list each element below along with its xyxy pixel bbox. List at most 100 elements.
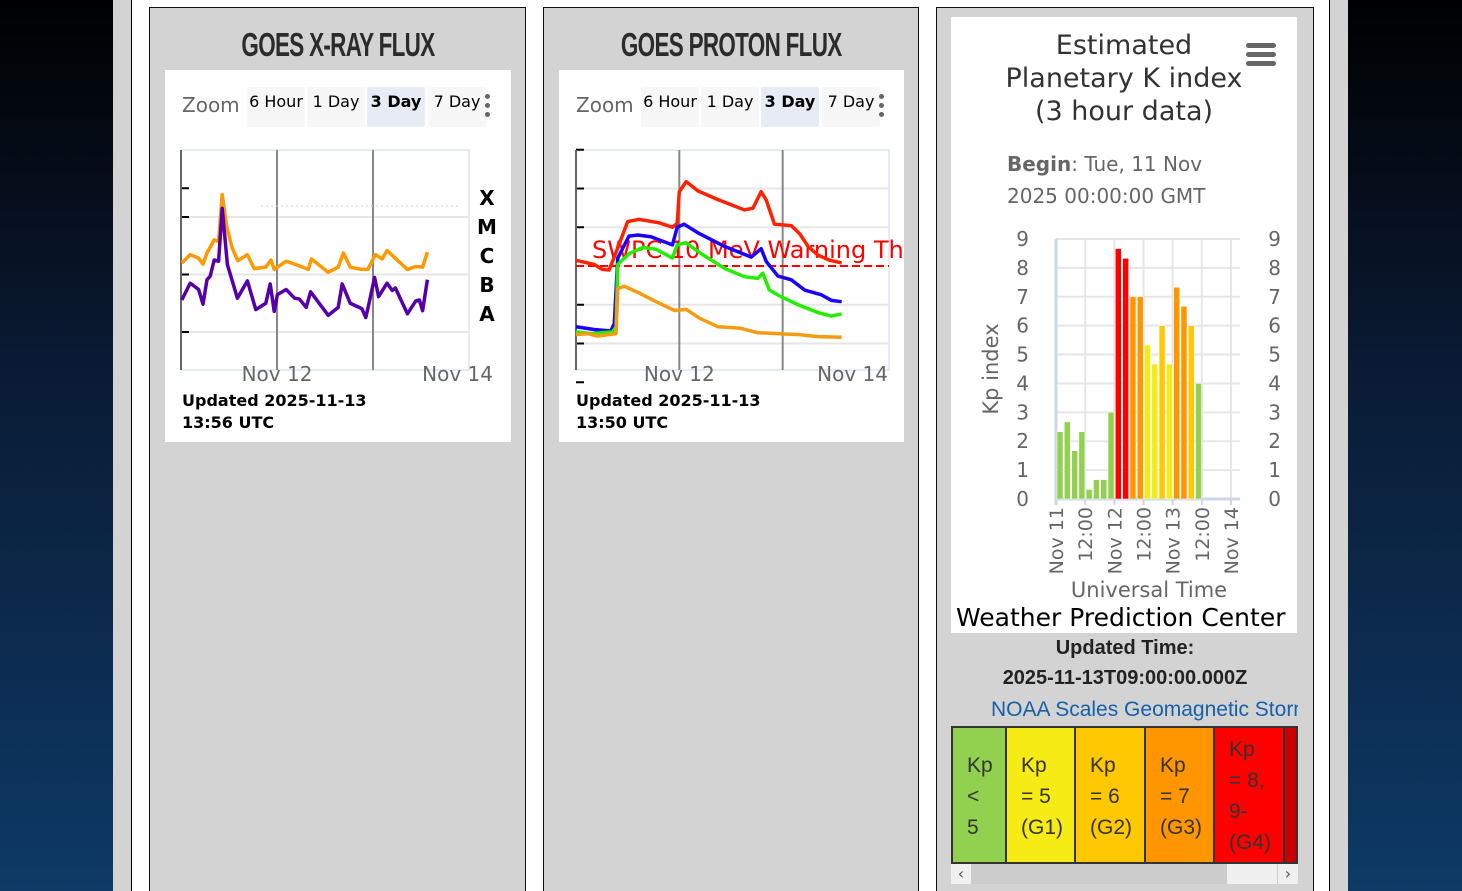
scroll-right-button[interactable]: › xyxy=(1278,864,1298,884)
kp-bar xyxy=(1136,296,1144,500)
scale-text: = 7 xyxy=(1160,785,1190,808)
proton-series-0 xyxy=(575,179,843,272)
panel-title: GOES PROTON FLUX xyxy=(620,26,842,63)
y-tick-label-right: 2 xyxy=(1268,429,1281,453)
y-tick-label-right: 3 xyxy=(1268,400,1281,424)
scale-text: (G4) xyxy=(1229,831,1271,854)
scale-text: Kp xyxy=(967,754,993,777)
scroll-left-button[interactable]: ‹ xyxy=(951,864,971,884)
scale-text: Kp xyxy=(1090,754,1116,777)
horizontal-scrollbar[interactable]: ‹ › xyxy=(951,864,1298,884)
y-tick-label-left: 4 xyxy=(1016,371,1029,395)
kp-bar xyxy=(1166,363,1173,500)
scale-cell: Kp = 8, 9- (G4) xyxy=(1215,728,1285,862)
zoom-3-day-button[interactable]: 3 Day xyxy=(761,87,819,127)
y-tick-label-left: 5 xyxy=(1016,343,1029,367)
kp-bar xyxy=(1151,363,1159,500)
scale-text: Kp xyxy=(1160,754,1186,777)
more-options-icon[interactable] xyxy=(485,94,490,118)
kp-panel: Estimated Planetary K index (3 hour data) … xyxy=(936,7,1314,891)
xray-series-0 xyxy=(180,192,430,274)
y-tick-label-right: 4 xyxy=(1268,371,1281,395)
zoom-7-day-button[interactable]: 7 Day xyxy=(428,87,486,127)
noaa-scales-link[interactable]: NOAA Scales Geomagnetic Storm xyxy=(991,698,1298,721)
y-tick-label-left: 8 xyxy=(1016,256,1029,280)
y-tick-label-right: 1 xyxy=(1268,458,1281,482)
x-tick-label: Nov 12 xyxy=(1104,507,1126,574)
y-tick-label-right: 6 xyxy=(1268,314,1281,338)
zoom-1-day-button[interactable]: 1 Day xyxy=(701,87,759,127)
right-margin xyxy=(1330,0,1348,891)
y-tick-label-left: 1 xyxy=(1016,458,1029,482)
chart-title: Estimated Planetary K index (3 hour data) xyxy=(1005,30,1243,127)
scale-text: < xyxy=(967,785,980,808)
kp-bar xyxy=(1195,383,1202,500)
updated-text: Updated 2025-11-13 13:56 UTC xyxy=(182,391,367,432)
x-axis-title: Universal Time xyxy=(1071,578,1227,602)
scale-text: 5 xyxy=(967,816,979,839)
updated-time-label: Updated Time: xyxy=(1055,637,1195,659)
kp-bar xyxy=(1078,431,1086,500)
begin-text: Begin: Tue, 11 Nov 2025 00:00:00 GMT xyxy=(1007,152,1206,208)
y-tick-label-right: 0 xyxy=(1268,487,1281,511)
y-tick-label-left: 6 xyxy=(1016,314,1029,338)
zoom-6-hour-button[interactable]: 6 Hour xyxy=(247,87,305,127)
x-tick-label: Nov 12 xyxy=(242,362,313,386)
zoom-1-day-button[interactable]: 1 Day xyxy=(307,87,365,127)
scale-cell: Kp = 7 (G3) xyxy=(1146,728,1215,862)
scrollbar-thumb[interactable] xyxy=(1227,864,1277,884)
x-tick-label: Nov 14 xyxy=(817,362,888,386)
zoom-3-day-button[interactable]: 3 Day xyxy=(367,87,425,127)
credit-text: Weather Prediction Center xyxy=(956,603,1286,632)
kp-bar xyxy=(1173,286,1180,500)
kp-bar xyxy=(1100,479,1107,500)
scale-text: (G3) xyxy=(1160,816,1202,839)
scale-text: = 5 xyxy=(1021,785,1051,808)
kp-bar xyxy=(1056,431,1064,500)
panel-title: GOES X-RAY FLUX xyxy=(240,26,435,63)
scale-cell xyxy=(1285,728,1296,862)
y-tick-label-left: 7 xyxy=(1016,285,1029,309)
scale-text: (G2) xyxy=(1090,816,1132,839)
hamburger-icon[interactable] xyxy=(1246,43,1276,66)
class-label-M: M xyxy=(477,215,497,239)
kp-bar xyxy=(1085,489,1093,500)
scale-text: (G1) xyxy=(1021,816,1063,839)
class-label-C: C xyxy=(480,244,495,268)
xray-chart: Zoom 6 Hour 1 Day 3 Day 7 Day X M C B A Nov 1… xyxy=(165,70,511,442)
kp-bar xyxy=(1144,344,1151,500)
kp-bar xyxy=(1122,258,1129,500)
y-tick-label-right: 5 xyxy=(1268,343,1281,367)
zoom-7-day-button[interactable]: 7 Day xyxy=(822,87,880,127)
proton-plot: SWPC 10 MeV Warning Threshold Nov 12 Nov 1… xyxy=(575,148,904,386)
y-tick-label-right: 9 xyxy=(1268,227,1281,251)
x-tick-label: Nov 13 xyxy=(1163,507,1185,574)
storm-scale-table: Kp <5 Kp = 5 (G1) Kp = 6 (G2) Kp = 7 (G3) Kp = 8, 9- (… xyxy=(951,726,1298,864)
kp-chart: Estimated Planetary K index (3 hour data) … xyxy=(951,17,1297,633)
kp-bar xyxy=(1158,325,1166,500)
kp-plot: 0 0 1 1 2 2 3 3 4 4 5 5 6 6 7 7 8 8 9 9 Nov 11 12:00 Nov 12 12:… xyxy=(979,227,1281,602)
scale-text: 9- xyxy=(1229,800,1248,823)
class-label-B: B xyxy=(479,273,494,297)
y-axis-title: Kp index xyxy=(979,323,1003,414)
y-tick-label-left: 9 xyxy=(1016,227,1029,251)
kp-bar xyxy=(1064,421,1071,500)
x-tick-label: 12:00 xyxy=(1192,507,1214,562)
left-margin xyxy=(113,0,131,891)
scale-text: Kp xyxy=(1021,754,1047,777)
class-label-A: A xyxy=(479,302,495,326)
zoom-6-hour-button[interactable]: 6 Hour xyxy=(641,87,699,127)
more-options-icon[interactable] xyxy=(879,94,884,118)
y-tick-label-left: 3 xyxy=(1016,400,1029,424)
zoom-label: Zoom xyxy=(576,93,634,117)
kp-bar xyxy=(1188,325,1195,500)
proton-chart: Zoom 6 Hour 1 Day 3 Day 7 Day SWPC 10 Me… xyxy=(559,70,904,442)
proton-series-3 xyxy=(575,284,842,339)
x-tick-label: Nov 14 xyxy=(1221,507,1243,574)
zoom-label: Zoom xyxy=(182,93,240,117)
kp-bar xyxy=(1071,450,1078,500)
updated-time-value: 2025-11-13T09:00:00.000Z xyxy=(1002,667,1248,689)
scale-text: = 6 xyxy=(1090,785,1120,808)
kp-bar xyxy=(1107,412,1115,500)
